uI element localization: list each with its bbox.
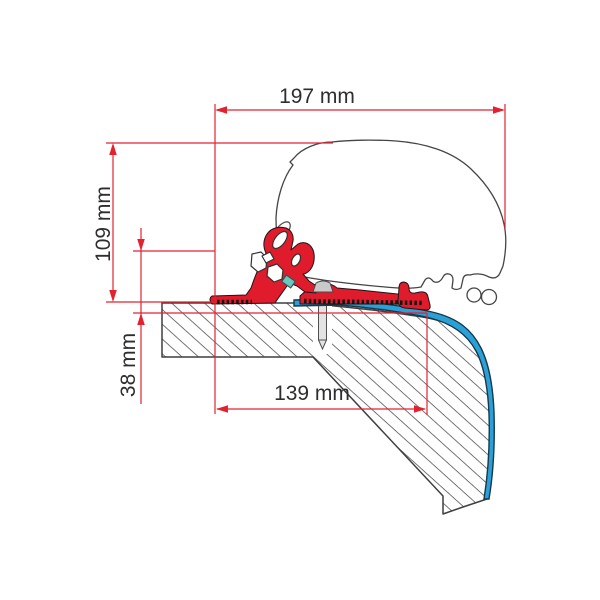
dimension-labels: 197 mm 109 mm 38 mm 139 mm [92,85,355,405]
case-profile-curl [466,287,482,303]
dimension-arrowheads [109,106,505,413]
label-bracket-width: 139 mm [274,382,350,405]
arrowhead [493,106,505,114]
bracket-hardware [250,230,302,289]
bracket-hook-hole [290,253,302,267]
nut-hex [266,263,284,283]
arrowhead [109,290,117,302]
bolt-washer [261,251,275,264]
dimension-annotations: 197 mm 109 mm 38 mm 139 mm [92,85,506,415]
arrowhead [414,405,426,413]
adapter-rail-blue [293,298,495,500]
serrated-teeth [217,298,425,306]
screw-tip [317,339,328,351]
bracket-slot-hole [272,230,288,250]
arrowhead [137,313,145,325]
case-profile-curl [480,288,498,306]
label-roof-offset: 38 mm [117,333,140,397]
clip-teal [281,274,296,289]
screw-head [312,280,334,293]
label-total-width: 197 mm [279,85,355,108]
arrowhead [216,405,228,413]
arrowhead [215,106,227,114]
arrowhead [137,239,145,251]
awning-case-outline [273,139,507,306]
rail-serration [303,298,425,306]
label-case-height: 109 mm [92,186,115,262]
arrowhead [109,143,117,155]
